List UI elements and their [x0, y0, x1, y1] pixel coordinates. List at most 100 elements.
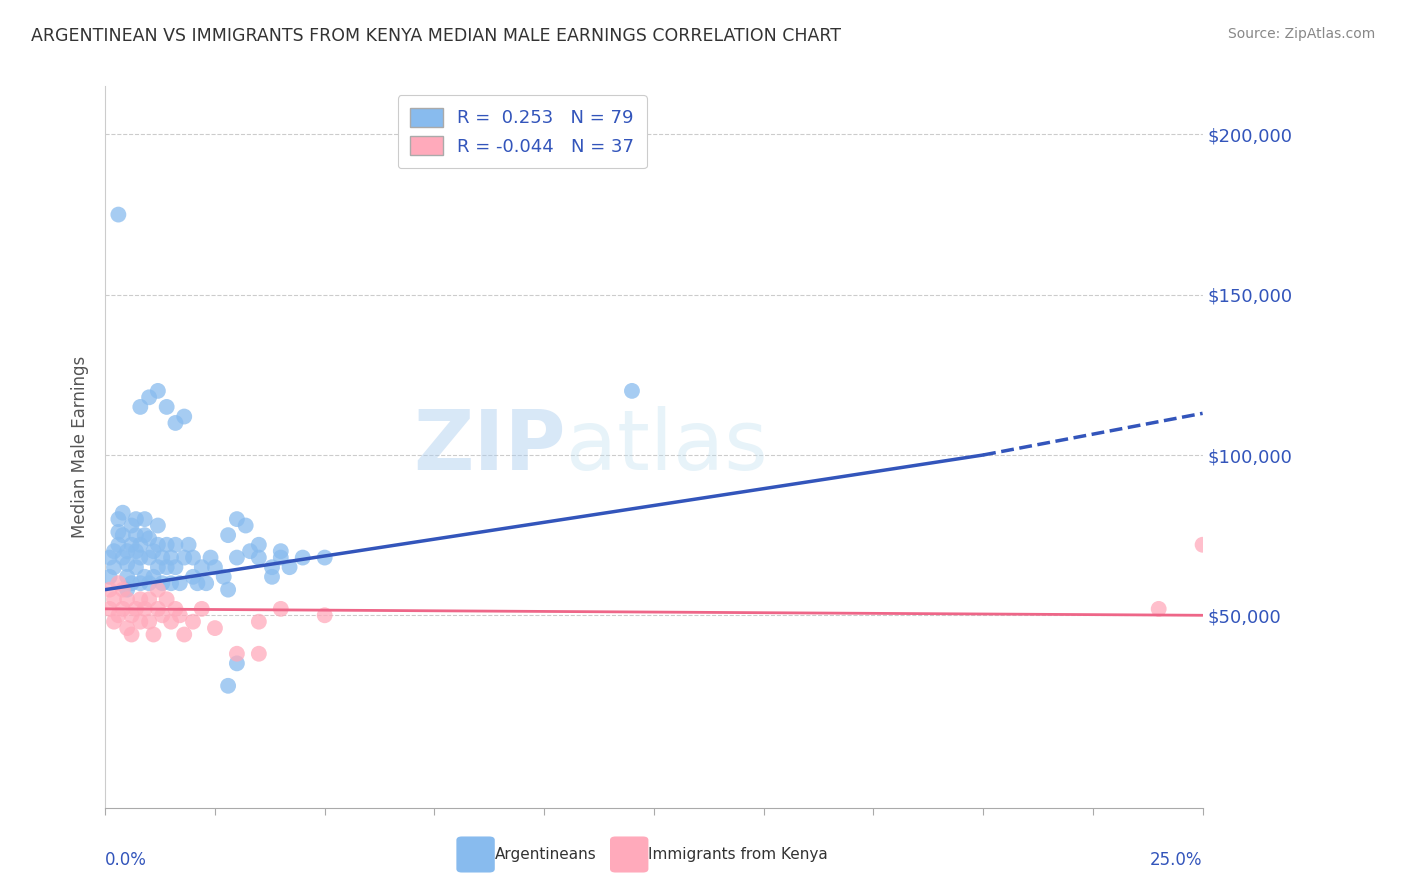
- Text: Source: ZipAtlas.com: Source: ZipAtlas.com: [1227, 27, 1375, 41]
- Point: [142, 544, 165, 558]
- Point: [107, 608, 129, 623]
- Point: [121, 627, 143, 641]
- Point: [181, 550, 204, 565]
- Point: [111, 506, 134, 520]
- Point: [247, 550, 270, 565]
- Point: [129, 550, 152, 565]
- Point: [225, 512, 247, 526]
- Point: [134, 512, 156, 526]
- Point: [160, 550, 183, 565]
- Point: [150, 608, 173, 623]
- Point: [150, 576, 173, 591]
- Point: [165, 560, 187, 574]
- FancyBboxPatch shape: [457, 837, 495, 872]
- Point: [125, 602, 148, 616]
- Point: [225, 647, 247, 661]
- Point: [125, 544, 148, 558]
- Point: [115, 621, 138, 635]
- Point: [103, 560, 125, 574]
- Point: [169, 608, 191, 623]
- Point: [217, 528, 239, 542]
- Point: [191, 602, 214, 616]
- Point: [169, 576, 191, 591]
- Point: [107, 512, 129, 526]
- Point: [103, 544, 125, 558]
- Point: [121, 576, 143, 591]
- Point: [173, 409, 195, 424]
- Point: [212, 570, 235, 584]
- Point: [103, 592, 125, 607]
- Text: Argentineans: Argentineans: [495, 847, 596, 862]
- Point: [146, 560, 169, 574]
- Point: [217, 679, 239, 693]
- Point: [156, 400, 179, 414]
- Point: [146, 538, 169, 552]
- Point: [225, 550, 247, 565]
- Point: [173, 550, 195, 565]
- Point: [146, 518, 169, 533]
- Point: [129, 576, 152, 591]
- Point: [186, 576, 208, 591]
- Point: [138, 390, 160, 404]
- Point: [138, 615, 160, 629]
- Point: [156, 560, 179, 574]
- Point: [111, 550, 134, 565]
- Text: 0.0%: 0.0%: [105, 851, 148, 869]
- Point: [278, 560, 301, 574]
- Point: [98, 582, 121, 597]
- Text: atlas: atlas: [567, 407, 768, 488]
- Point: [204, 621, 226, 635]
- Point: [111, 528, 134, 542]
- Point: [225, 657, 247, 671]
- Text: ZIP: ZIP: [413, 407, 567, 488]
- Point: [146, 602, 169, 616]
- Point: [195, 576, 218, 591]
- Point: [165, 538, 187, 552]
- Point: [146, 582, 169, 597]
- Point: [1191, 538, 1213, 552]
- Point: [165, 602, 187, 616]
- Point: [125, 560, 148, 574]
- Point: [260, 560, 283, 574]
- Point: [107, 208, 129, 222]
- Point: [247, 615, 270, 629]
- Point: [156, 538, 179, 552]
- Point: [115, 544, 138, 558]
- Point: [138, 532, 160, 546]
- Point: [314, 550, 336, 565]
- Point: [98, 550, 121, 565]
- Point: [217, 582, 239, 597]
- Point: [111, 582, 134, 597]
- Point: [142, 570, 165, 584]
- Y-axis label: Median Male Earnings: Median Male Earnings: [72, 356, 89, 538]
- Point: [247, 538, 270, 552]
- Point: [270, 544, 292, 558]
- Point: [115, 582, 138, 597]
- Point: [125, 512, 148, 526]
- Text: 25.0%: 25.0%: [1150, 851, 1202, 869]
- Point: [129, 615, 152, 629]
- Point: [270, 602, 292, 616]
- Point: [156, 592, 179, 607]
- Point: [620, 384, 643, 398]
- Point: [247, 647, 270, 661]
- Point: [107, 576, 129, 591]
- Point: [107, 524, 129, 539]
- Point: [181, 570, 204, 584]
- Point: [260, 570, 283, 584]
- Point: [125, 528, 148, 542]
- Point: [181, 615, 204, 629]
- Point: [115, 557, 138, 571]
- Point: [107, 538, 129, 552]
- Point: [1147, 602, 1170, 616]
- Point: [98, 602, 121, 616]
- Point: [138, 576, 160, 591]
- Point: [291, 550, 314, 565]
- Point: [150, 550, 173, 565]
- Point: [111, 602, 134, 616]
- Point: [129, 538, 152, 552]
- Point: [129, 592, 152, 607]
- Point: [235, 518, 257, 533]
- Point: [146, 384, 169, 398]
- FancyBboxPatch shape: [610, 837, 648, 872]
